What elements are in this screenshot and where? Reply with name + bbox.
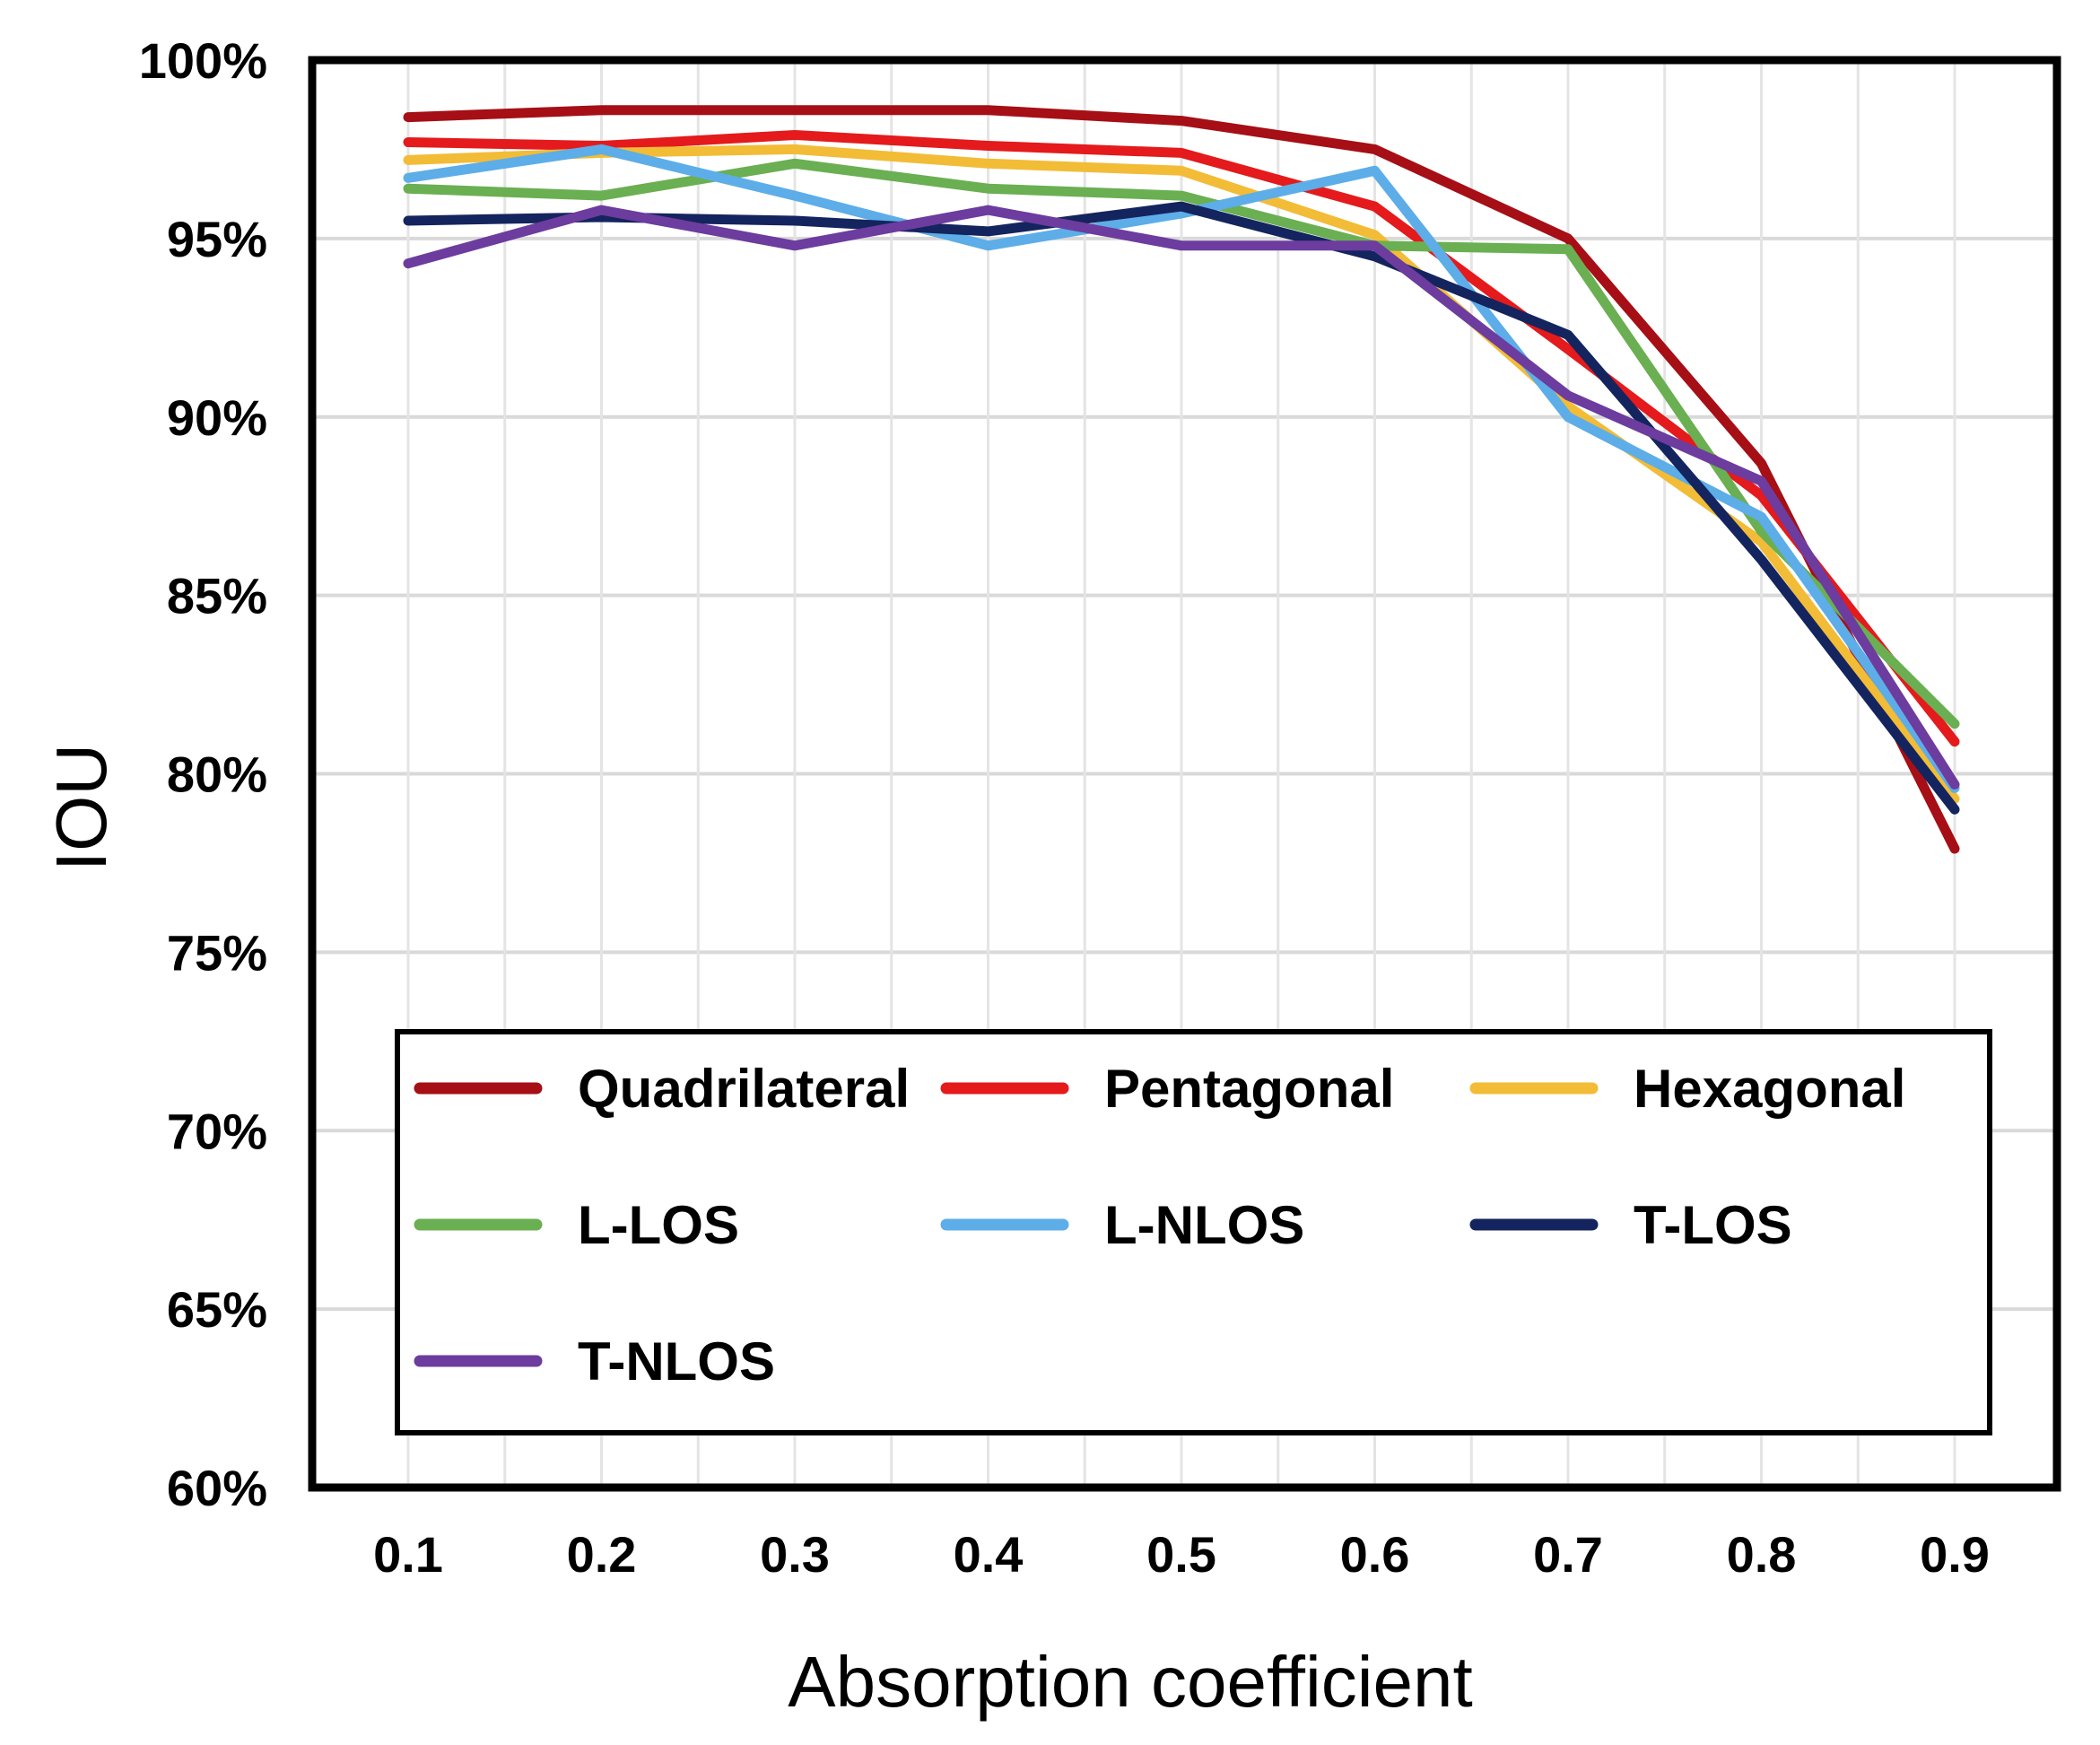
legend-label: Quadrilateral	[578, 1059, 910, 1119]
x-axis-title: Absorption coefficient	[788, 1642, 1472, 1722]
legend-frame	[395, 1029, 1992, 1435]
legend-label: T-NLOS	[578, 1331, 775, 1392]
legend-item: L-NLOS	[940, 1195, 1304, 1255]
legend-label: L-LOS	[578, 1195, 739, 1255]
legend-label: Pentagonal	[1104, 1059, 1394, 1119]
legend-label: Hexagonal	[1634, 1059, 1905, 1119]
legend-item: Quadrilateral	[414, 1059, 910, 1119]
legend-item: L-LOS	[414, 1195, 739, 1255]
series-line-pentagonal	[403, 130, 1960, 747]
legend-label: T-LOS	[1634, 1195, 1792, 1255]
x-tick-label: 0.6	[1340, 1526, 1410, 1583]
y-tick-label: 65%	[167, 1281, 267, 1338]
y-tick-label: 75%	[167, 924, 267, 981]
series-line-quadrilateral	[403, 105, 1960, 854]
x-tick-labels: 0.1 0.2 0.3 0.4 0.5 0.6 0.7 0.8 0.9	[373, 1526, 1990, 1583]
series-lines	[403, 105, 1960, 854]
legend-item: T-NLOS	[414, 1331, 775, 1392]
y-tick-label: 70%	[167, 1103, 267, 1159]
x-tick-label: 0.2	[567, 1526, 637, 1583]
x-tick-label: 0.8	[1727, 1526, 1797, 1583]
x-tick-label: 0.5	[1146, 1526, 1216, 1583]
legend: Quadrilateral Pentagonal Hexagonal L-LOS L-N…	[395, 1029, 1992, 1435]
y-tick-label: 95%	[167, 211, 267, 267]
x-tick-label: 0.1	[373, 1526, 443, 1583]
legend-item: Pentagonal	[940, 1059, 1394, 1119]
x-tick-label: 0.9	[1920, 1526, 1990, 1583]
legend-item: T-LOS	[1469, 1195, 1792, 1255]
y-tick-labels: 60% 65% 70% 75% 80% 85% 90% 95% 100%	[139, 32, 267, 1516]
y-tick-label: 60%	[167, 1460, 267, 1516]
y-axis-title: IOU	[41, 744, 121, 871]
plot-area-frame	[308, 56, 2061, 1492]
y-tick-label: 90%	[167, 389, 267, 446]
y-tick-label: 100%	[139, 32, 267, 89]
legend-item: Hexagonal	[1469, 1059, 1905, 1119]
x-tick-label: 0.3	[760, 1526, 830, 1583]
series-line-hexagonal	[403, 144, 1960, 804]
series-line-t-nlos	[403, 205, 1960, 790]
x-tick-label: 0.7	[1533, 1526, 1603, 1583]
y-tick-label: 80%	[167, 746, 267, 803]
series-line-l-los	[403, 158, 1960, 729]
y-tick-label: 85%	[167, 568, 267, 624]
x-tick-label: 0.4	[954, 1526, 1024, 1583]
legend-label: L-NLOS	[1104, 1195, 1304, 1255]
